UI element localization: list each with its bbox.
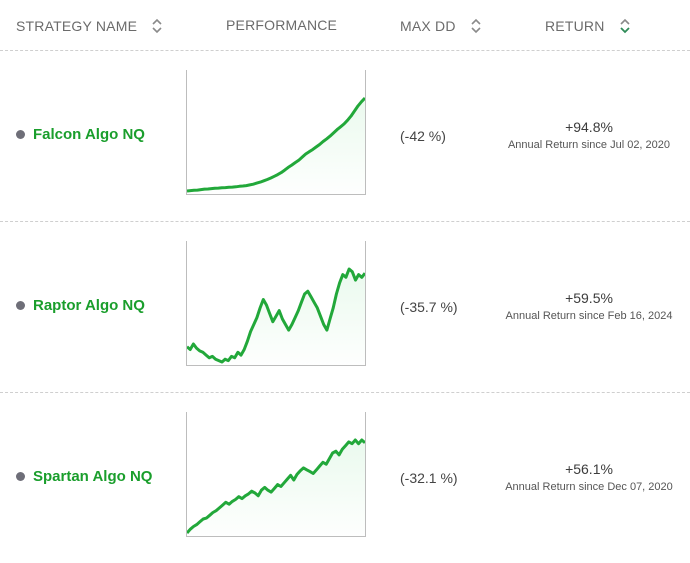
return-cell: +59.5% Annual Return since Feb 16, 2024 xyxy=(496,290,682,322)
column-performance: PERFORMANCE xyxy=(226,17,337,33)
column-strategy-name[interactable]: STRATEGY NAME xyxy=(16,17,163,35)
column-max-dd[interactable]: MAX DD xyxy=(400,17,482,35)
performance-line xyxy=(186,267,366,364)
column-return-label: RETURN xyxy=(545,18,605,34)
return-label: Annual Return since Dec 07, 2020 xyxy=(505,481,673,493)
performance-line xyxy=(186,96,366,193)
strategy-name-link[interactable]: Falcon Algo NQ xyxy=(33,126,145,143)
chart-frame xyxy=(186,412,366,537)
performance-line xyxy=(186,438,366,534)
sort-icon[interactable] xyxy=(151,17,163,35)
strategy-row[interactable]: Falcon Algo NQ (-42 %) +94.8% Annual Ret… xyxy=(0,51,690,222)
performance-chart xyxy=(186,70,366,195)
column-max-dd-label: MAX DD xyxy=(400,18,456,34)
strategy-name-link[interactable]: Raptor Algo NQ xyxy=(33,297,145,314)
table-header: STRATEGY NAME PERFORMANCE MAX DD RETURN xyxy=(0,0,690,51)
status-dot xyxy=(16,472,25,481)
chart-frame xyxy=(186,241,366,366)
return-label: Annual Return since Jul 02, 2020 xyxy=(507,139,671,151)
performance-chart xyxy=(186,241,366,366)
return-cell: +94.8% Annual Return since Jul 02, 2020 xyxy=(496,119,682,151)
max-drawdown-value: (-35.7 %) xyxy=(400,299,458,315)
sort-desc-active-icon[interactable] xyxy=(619,17,631,35)
status-dot xyxy=(16,301,25,310)
status-dot xyxy=(16,130,25,139)
sort-icon[interactable] xyxy=(470,17,482,35)
max-drawdown-value: (-32.1 %) xyxy=(400,470,458,486)
strategy-row[interactable]: Spartan Algo NQ (-32.1 %) +56.1% Annual … xyxy=(0,393,690,563)
return-value: +59.5% xyxy=(565,290,613,306)
return-cell: +56.1% Annual Return since Dec 07, 2020 xyxy=(496,461,682,493)
performance-area xyxy=(187,98,365,195)
performance-chart xyxy=(186,412,366,537)
return-value: +56.1% xyxy=(565,461,613,477)
return-value: +94.8% xyxy=(565,119,613,135)
return-label: Annual Return since Feb 16, 2024 xyxy=(505,310,673,322)
column-strategy-name-label: STRATEGY NAME xyxy=(16,18,138,34)
strategy-name-link[interactable]: Spartan Algo NQ xyxy=(33,468,153,485)
chart-frame xyxy=(186,70,366,195)
column-performance-label: PERFORMANCE xyxy=(226,17,338,33)
strategy-row[interactable]: Raptor Algo NQ (-35.7 %) +59.5% Annual R… xyxy=(0,222,690,393)
column-return[interactable]: RETURN xyxy=(545,17,631,35)
max-drawdown-value: (-42 %) xyxy=(400,128,446,144)
